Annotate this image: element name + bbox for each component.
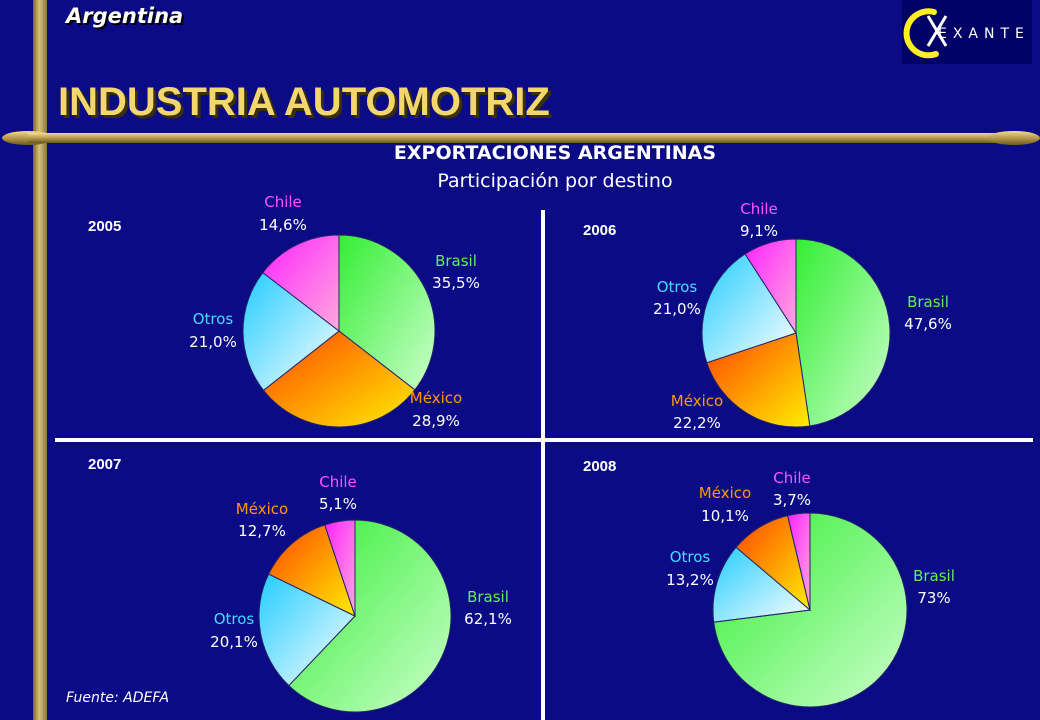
slice-label-2007-brasil: Brasil	[467, 588, 509, 606]
slice-value-2007-brasil: 62,1%	[464, 610, 512, 628]
pie-slice-2006-brasil	[795, 238, 891, 427]
year-label-2005: 2005	[88, 218, 122, 235]
slice-value-2008-mexico: 10,1%	[701, 507, 749, 525]
slice-label-2007-otros: Otros	[214, 610, 255, 628]
exante-logo: EXANTE	[902, 0, 1032, 64]
pie-slice-2007-otros	[258, 573, 356, 687]
slice-value-2005-otros: 21,0%	[189, 333, 237, 351]
year-label-2008: 2008	[583, 458, 617, 475]
svg-text:EXANTE: EXANTE	[938, 26, 1030, 42]
slice-label-2008-chile: Chile	[773, 469, 811, 487]
pie-slice-2005-otros	[242, 271, 340, 392]
gold-vertical-bar	[33, 0, 47, 720]
slice-value-2005-chile: 14,6%	[259, 216, 307, 234]
slice-value-2008-brasil: 73%	[917, 589, 950, 607]
slice-label-2005-chile: Chile	[264, 193, 302, 211]
slice-value-2008-chile: 3,7%	[773, 491, 811, 509]
slice-value-2006-chile: 9,1%	[740, 222, 778, 240]
pie-slice-2007-mexico	[267, 524, 356, 617]
quadrant-divider-vertical	[541, 210, 545, 720]
pie-slice-2005-chile	[262, 234, 340, 333]
slice-value-2006-brasil: 47,6%	[904, 315, 952, 333]
slice-label-2006-mexico: México	[671, 392, 723, 410]
slice-label-2007-mexico: México	[236, 500, 288, 518]
slice-label-2006-otros: Otros	[657, 278, 698, 296]
pie-slice-2007-chile	[324, 519, 356, 617]
pie-slice-2006-otros	[701, 253, 797, 364]
quadrant-divider-horizontal	[55, 438, 1033, 442]
slice-value-2006-mexico: 22,2%	[673, 414, 721, 432]
slice-label-2007-chile: Chile	[319, 473, 357, 491]
slice-value-2008-otros: 13,2%	[666, 571, 714, 589]
pie-slice-2008-otros	[712, 546, 812, 623]
slice-label-2005-mexico: México	[410, 389, 462, 407]
pie-slice-2006-mexico	[706, 332, 811, 428]
slice-label-2008-brasil: Brasil	[913, 567, 955, 585]
gold-horizontal-bar	[2, 131, 1040, 145]
page-title: INDUSTRIA AUTOMOTRIZ	[58, 80, 550, 124]
source-note: Fuente: ADEFA	[66, 690, 170, 706]
pie-slice-2008-chile	[787, 512, 811, 611]
slice-value-2007-mexico: 12,7%	[238, 522, 286, 540]
year-label-2007: 2007	[88, 456, 122, 473]
year-label-2006: 2006	[583, 222, 617, 239]
chart-heading: EXPORTACIONES ARGENTINAS	[393, 142, 717, 164]
slice-label-2006-chile: Chile	[740, 200, 778, 218]
slice-value-2007-chile: 5,1%	[319, 495, 357, 513]
region-label: Argentina	[66, 4, 184, 28]
slice-label-2006-brasil: Brasil	[907, 293, 949, 311]
pie-slice-2006-chile	[744, 238, 797, 335]
slice-label-2005-brasil: Brasil	[435, 252, 477, 270]
slice-label-2005-otros: Otros	[193, 310, 234, 328]
pie-slice-2005-brasil	[338, 234, 436, 391]
pie-slice-2005-mexico	[262, 330, 416, 428]
slice-label-2008-otros: Otros	[670, 548, 711, 566]
slice-value-2006-otros: 21,0%	[653, 300, 701, 318]
slice-value-2005-mexico: 28,9%	[412, 412, 460, 430]
slice-value-2005-brasil: 35,5%	[432, 274, 480, 292]
pie-slice-2007-brasil	[288, 519, 452, 713]
chart-subheading: Participación por destino	[437, 170, 673, 192]
slice-label-2008-mexico: México	[699, 484, 751, 502]
slice-value-2007-otros: 20,1%	[210, 633, 258, 651]
